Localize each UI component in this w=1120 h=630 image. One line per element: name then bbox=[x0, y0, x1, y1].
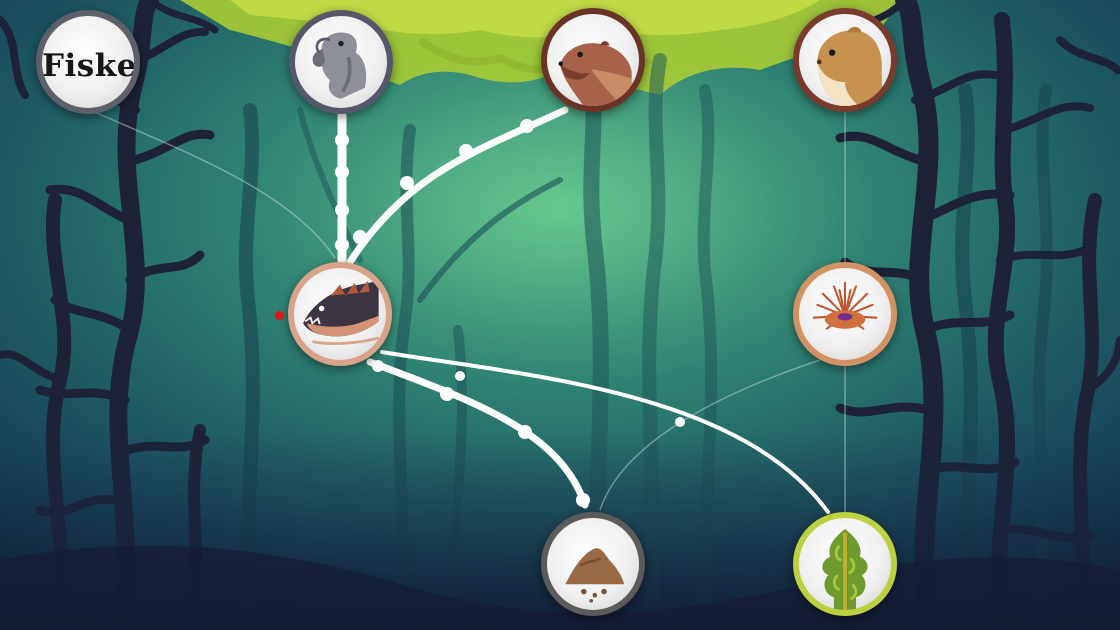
link-fish-plant bbox=[380, 350, 830, 514]
fish-icon bbox=[303, 280, 380, 345]
dodo-icon bbox=[312, 32, 367, 99]
producer-node-seaweed[interactable] bbox=[793, 512, 897, 616]
selection-marker bbox=[275, 311, 284, 320]
link-beads bbox=[335, 119, 685, 507]
dirt-pile-icon bbox=[565, 548, 625, 603]
sea-urchin-icon bbox=[812, 281, 878, 330]
species-node-sea-urchin[interactable] bbox=[793, 262, 897, 366]
food-web-links bbox=[337, 106, 830, 514]
hamster-icon bbox=[816, 26, 882, 106]
link-fish-dirt bbox=[366, 358, 589, 509]
category-label: Fiske bbox=[42, 48, 137, 84]
species-node-fish[interactable] bbox=[288, 262, 392, 366]
category-node-fiske[interactable]: Fiske bbox=[36, 10, 140, 114]
resource-node-dirt[interactable] bbox=[541, 512, 645, 616]
seaweed-icon bbox=[822, 529, 868, 610]
otter-icon bbox=[558, 41, 632, 106]
species-node-otter[interactable] bbox=[541, 8, 645, 112]
species-node-dodo[interactable] bbox=[289, 10, 393, 114]
species-node-hamster[interactable] bbox=[793, 8, 897, 112]
